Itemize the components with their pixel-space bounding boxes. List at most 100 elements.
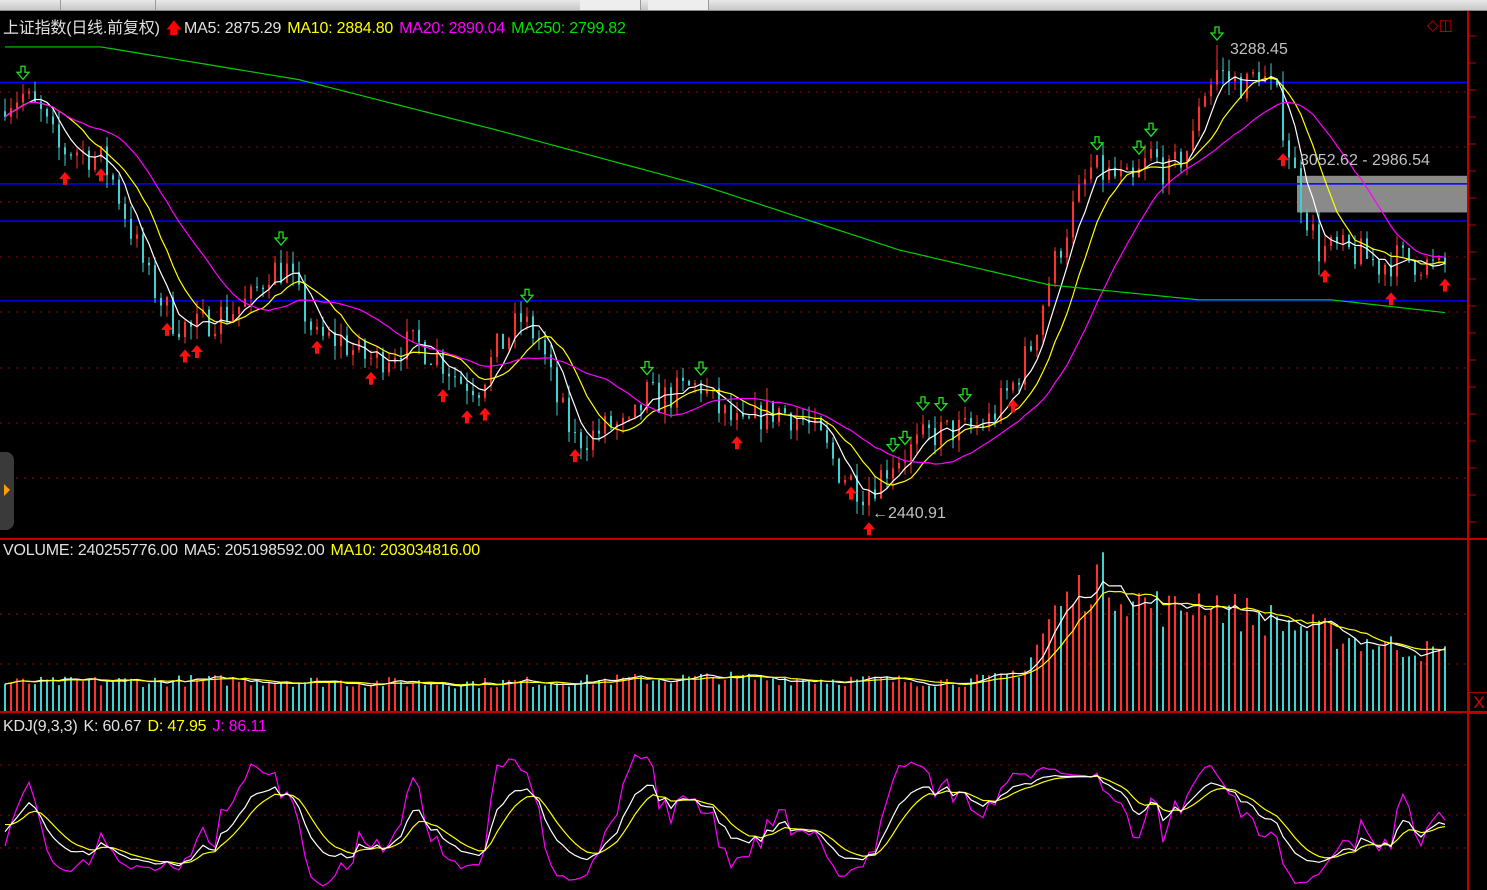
candle-body: [712, 388, 714, 390]
candle-body: [910, 444, 912, 462]
candle-body: [1318, 224, 1320, 262]
sidebar-toggle-handle[interactable]: [0, 452, 14, 530]
candle-body: [328, 332, 330, 336]
candle-body: [1342, 235, 1344, 244]
candle-body: [838, 458, 840, 483]
candle-body: [388, 362, 390, 373]
candle-body: [1048, 283, 1050, 306]
candle-body: [1108, 167, 1110, 180]
candle-body: [316, 326, 318, 330]
candle-body: [40, 101, 42, 110]
candle-body: [604, 416, 606, 434]
kdj-j-line: [4, 753, 1446, 887]
candle-body: [1072, 201, 1074, 238]
split-icon[interactable]: ◫: [1438, 17, 1453, 34]
candle-body: [466, 383, 468, 391]
candle-body: [1246, 73, 1248, 99]
buy-arrow-icon: [161, 322, 173, 336]
candle-body: [412, 330, 414, 332]
candle-body: [880, 470, 882, 499]
candle-body: [178, 333, 180, 338]
tab[interactable]: [155, 0, 156, 10]
candle-body: [568, 397, 570, 433]
candle-body: [1054, 251, 1056, 284]
volume-ma5: MA5: 205198592.00: [183, 542, 325, 559]
candle-body: [1234, 76, 1236, 82]
tab[interactable]: [648, 0, 709, 10]
sell-arrow-icon: [915, 396, 931, 411]
kdj-j: J: 86.11: [212, 718, 267, 735]
buy-arrow-icon: [569, 449, 581, 463]
volume-legend: VOLUME: 240255776.00 MA5: 205198592.00 MA1…: [3, 542, 486, 560]
candle-body: [1288, 140, 1290, 158]
candle-body: [1294, 157, 1296, 169]
candle-body: [1174, 151, 1176, 160]
candle-body: [334, 332, 336, 347]
candle-body: [520, 313, 522, 322]
diamond-icon[interactable]: ◇: [1427, 17, 1439, 34]
sell-arrow-icon: [519, 288, 535, 304]
candle-body: [1000, 388, 1002, 420]
candle-body: [634, 404, 636, 418]
low-label: ←2440.91: [872, 505, 946, 522]
candle-body: [622, 417, 624, 424]
close-button[interactable]: X: [1469, 692, 1487, 714]
candle-body: [310, 321, 312, 330]
buy-arrow-icon: [311, 340, 323, 354]
buy-arrow-icon: [1439, 278, 1451, 292]
sell-arrow-icon: [885, 437, 901, 453]
candle-body: [892, 468, 894, 479]
candle-body: [778, 408, 780, 422]
stock-chart[interactable]: [0, 11, 1487, 890]
candle-body: [1408, 247, 1410, 262]
candle-body: [736, 412, 738, 421]
candle-body: [718, 388, 720, 414]
candle-body: [406, 331, 408, 360]
candle-body: [886, 470, 888, 479]
candle-body: [436, 351, 438, 365]
candle-body: [64, 147, 66, 155]
candle-body: [376, 351, 378, 358]
candle-body: [418, 330, 420, 342]
candle-body: [1354, 247, 1356, 265]
candle-body: [934, 428, 936, 446]
candle-body: [274, 262, 276, 285]
sell-arrow-icon: [693, 361, 709, 377]
candle-body: [238, 306, 240, 315]
buy-arrow-icon: [479, 407, 491, 421]
candle-body: [586, 448, 588, 450]
candle-body: [514, 313, 516, 338]
tab[interactable]: [580, 0, 641, 10]
candle-body: [616, 423, 618, 428]
candle-body: [1138, 168, 1140, 178]
candle-body: [286, 263, 288, 283]
candle-body: [298, 272, 300, 285]
ma5-value: MA5: 2875.29: [183, 20, 282, 37]
candle-body: [1378, 260, 1380, 275]
range-label: 3052.62 - 2986.54: [1300, 152, 1430, 169]
tab[interactable]: [60, 0, 61, 10]
candle-body: [748, 416, 750, 418]
candle-body: [1252, 72, 1254, 74]
candle-body: [766, 401, 768, 430]
candle-body: [1120, 169, 1122, 177]
candle-body: [1420, 274, 1422, 276]
ma5-line: [4, 76, 1446, 495]
up-arrow-icon: 🡅: [165, 20, 182, 37]
sell-arrow-icon: [639, 360, 655, 376]
candle-body: [1162, 157, 1164, 185]
candle-body: [130, 218, 132, 239]
buy-arrow-icon: [863, 522, 875, 536]
candle-body: [844, 479, 846, 483]
candle-body: [1078, 184, 1080, 202]
candle-body: [340, 335, 342, 347]
candle-body: [904, 461, 906, 463]
draw-tools[interactable]: ◇◫: [1427, 16, 1453, 34]
candle-body: [1024, 346, 1026, 385]
candle-body: [430, 364, 432, 366]
sell-arrow-icon: [1089, 136, 1105, 151]
toolbar-tabs[interactable]: [0, 0, 1487, 11]
candle-body: [1060, 251, 1062, 258]
candle-body: [898, 462, 900, 469]
high-label: 3288.45: [1230, 41, 1288, 58]
